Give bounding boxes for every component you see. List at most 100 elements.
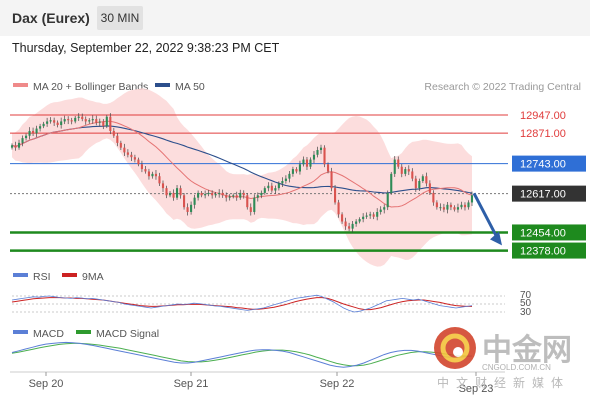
candle-body: [144, 169, 147, 172]
candle-body: [463, 204, 467, 208]
candle: [312, 150, 316, 164]
candle: [105, 114, 108, 129]
candle-body: [154, 173, 158, 177]
candle-body: [183, 195, 186, 208]
candle: [179, 185, 182, 199]
candle: [316, 146, 319, 158]
candle-body: [200, 192, 203, 196]
candle: [397, 156, 400, 169]
candle-body: [17, 142, 21, 148]
candle-body: [393, 159, 396, 174]
macd-legend-label: MACD: [33, 328, 64, 340]
candle-body: [60, 121, 63, 126]
candle-body: [383, 207, 386, 210]
candle: [309, 157, 312, 170]
candle: [358, 217, 361, 224]
candle-body: [95, 119, 98, 123]
candle: [341, 212, 344, 224]
candle: [242, 190, 245, 199]
candle-body: [112, 130, 115, 136]
candle: [39, 123, 42, 132]
watermark-name: 中金网: [482, 333, 572, 367]
candle: [246, 193, 249, 210]
candle-body: [425, 176, 428, 184]
candle: [133, 154, 136, 163]
ma20-legend-label: MA 20 + Bollinger Bands: [33, 81, 148, 93]
candle: [42, 121, 45, 129]
candle: [10, 143, 14, 150]
candle: [200, 191, 203, 198]
level-badge-pivot: [512, 155, 586, 172]
candle-body: [102, 121, 105, 127]
ma50-legend-label: MA 50: [175, 81, 205, 93]
candle-body: [168, 192, 172, 196]
candle-body: [439, 207, 442, 209]
candle: [161, 180, 165, 192]
candle: [137, 157, 140, 167]
candle-body: [400, 166, 403, 174]
candle-body: [39, 126, 42, 129]
forecast-arrow: [472, 192, 502, 246]
macd-signal-swatch: [76, 330, 91, 334]
instrument-title: Dax (Eurex): [12, 10, 90, 26]
candle: [362, 213, 365, 223]
candle: [319, 144, 323, 154]
candle-body: [309, 159, 312, 167]
candle-body: [449, 204, 452, 208]
candle-body: [109, 116, 112, 131]
candle: [175, 185, 179, 200]
candle: [183, 193, 186, 210]
candle: [144, 165, 147, 174]
candle: [414, 175, 417, 192]
candle-body: [319, 147, 323, 151]
candle-body: [411, 171, 414, 179]
candle-body: [379, 209, 382, 212]
candle-body: [130, 154, 133, 158]
rsi-indicator: [11, 294, 505, 313]
candle-body: [256, 195, 259, 198]
candle: [330, 167, 333, 192]
price-levels: [10, 114, 510, 252]
candle-body: [369, 214, 372, 216]
candle: [77, 113, 80, 121]
candle: [165, 185, 168, 199]
level-label-resistance: 12871.00: [520, 128, 566, 140]
candle: [344, 217, 347, 230]
candle: [56, 120, 59, 128]
candle: [17, 139, 21, 150]
rsi-9ma-swatch: [62, 273, 77, 277]
candle-body: [204, 194, 207, 196]
candle: [228, 194, 231, 201]
candle-body: [456, 207, 460, 210]
rsi-level-70: 70: [520, 290, 532, 301]
candle: [168, 191, 172, 198]
candle-body: [442, 207, 445, 210]
candle: [428, 180, 431, 196]
candle-body: [470, 195, 474, 203]
candle-body: [453, 207, 456, 210]
candle-body: [253, 197, 256, 212]
candle-body: [24, 135, 28, 139]
candle: [249, 203, 252, 216]
candle: [221, 189, 224, 198]
candle: [323, 145, 326, 168]
candle: [334, 185, 337, 205]
candle: [126, 149, 129, 158]
candle-body: [232, 195, 235, 197]
candle-body: [404, 169, 407, 174]
candle: [302, 156, 305, 167]
level-badge-support: [512, 242, 586, 259]
candle-body: [56, 122, 59, 126]
cngold-logo-dot: [453, 347, 463, 357]
timeframe-button[interactable]: 30 MIN: [97, 6, 143, 30]
candle-body: [302, 159, 305, 165]
candle-body: [14, 145, 17, 148]
candle: [463, 202, 467, 211]
candle: [432, 190, 435, 206]
candle: [295, 167, 298, 174]
candle-body: [365, 215, 368, 217]
rsi-level-30: 30: [520, 307, 532, 318]
cngold-logo: [434, 327, 476, 369]
candle: [123, 143, 126, 156]
